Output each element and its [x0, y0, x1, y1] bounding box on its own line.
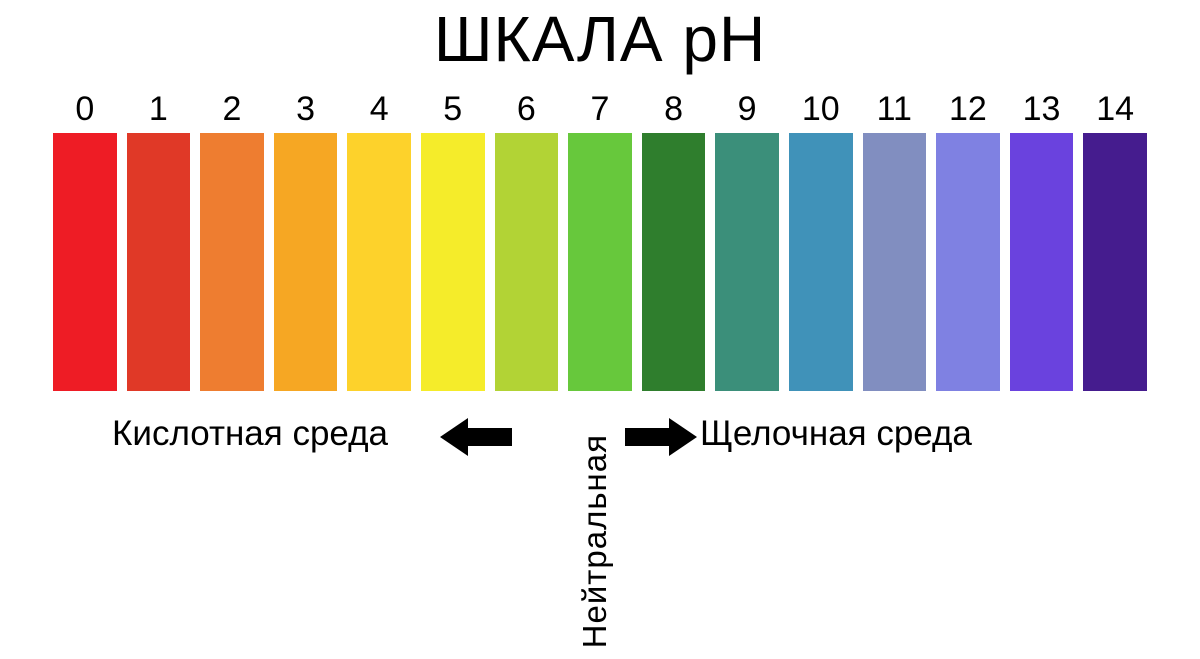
scale-value-label: 9 [738, 90, 757, 129]
arrow-left-icon [440, 418, 512, 456]
scale-bar [53, 133, 117, 391]
scale-value-label: 3 [296, 90, 315, 129]
annotations-region: Кислотная среда Нейтральная Щелочная сре… [0, 408, 1200, 648]
arrow-right-icon [625, 418, 697, 456]
scale-item-9: 9 [715, 90, 779, 391]
scale-value-label: 11 [877, 90, 912, 129]
scale-item-14: 14 [1083, 90, 1147, 391]
scale-item-5: 5 [421, 90, 485, 391]
scale-item-11: 11 [863, 90, 927, 391]
scale-bar [347, 133, 411, 391]
scale-value-label: 1 [149, 90, 168, 129]
scale-item-12: 12 [936, 90, 1000, 391]
scale-item-0: 0 [53, 90, 117, 391]
scale-item-8: 8 [642, 90, 706, 391]
scale-item-2: 2 [200, 90, 264, 391]
scale-bar [495, 133, 559, 391]
ph-scale: 01234567891011121314 [53, 90, 1147, 391]
scale-bar [568, 133, 632, 391]
scale-item-7: 7 [568, 90, 632, 391]
scale-bar [421, 133, 485, 391]
scale-bar [200, 133, 264, 391]
scale-item-1: 1 [127, 90, 191, 391]
scale-value-label: 12 [949, 90, 987, 129]
page-title: ШКАЛА рН [0, 0, 1200, 76]
scale-bar [1010, 133, 1074, 391]
acid-label: Кислотная среда [112, 414, 388, 454]
scale-value-label: 6 [517, 90, 536, 129]
scale-bar [715, 133, 779, 391]
scale-item-3: 3 [274, 90, 338, 391]
scale-item-4: 4 [347, 90, 411, 391]
scale-value-label: 14 [1096, 90, 1134, 129]
scale-value-label: 10 [802, 90, 840, 129]
scale-bar [936, 133, 1000, 391]
scale-item-13: 13 [1010, 90, 1074, 391]
scale-value-label: 7 [590, 90, 609, 129]
scale-value-label: 0 [75, 90, 94, 129]
scale-bar [1083, 133, 1147, 391]
scale-value-label: 4 [370, 90, 389, 129]
scale-bar [863, 133, 927, 391]
scale-value-label: 2 [223, 90, 242, 129]
scale-value-label: 8 [664, 90, 683, 129]
scale-item-10: 10 [789, 90, 853, 391]
neutral-label: Нейтральная [576, 434, 614, 648]
scale-bar [274, 133, 338, 391]
scale-item-6: 6 [495, 90, 559, 391]
scale-bar [642, 133, 706, 391]
scale-bar [127, 133, 191, 391]
scale-bar [789, 133, 853, 391]
scale-value-label: 5 [443, 90, 462, 129]
scale-value-label: 13 [1023, 90, 1061, 129]
alkaline-label: Щелочная среда [700, 414, 972, 454]
